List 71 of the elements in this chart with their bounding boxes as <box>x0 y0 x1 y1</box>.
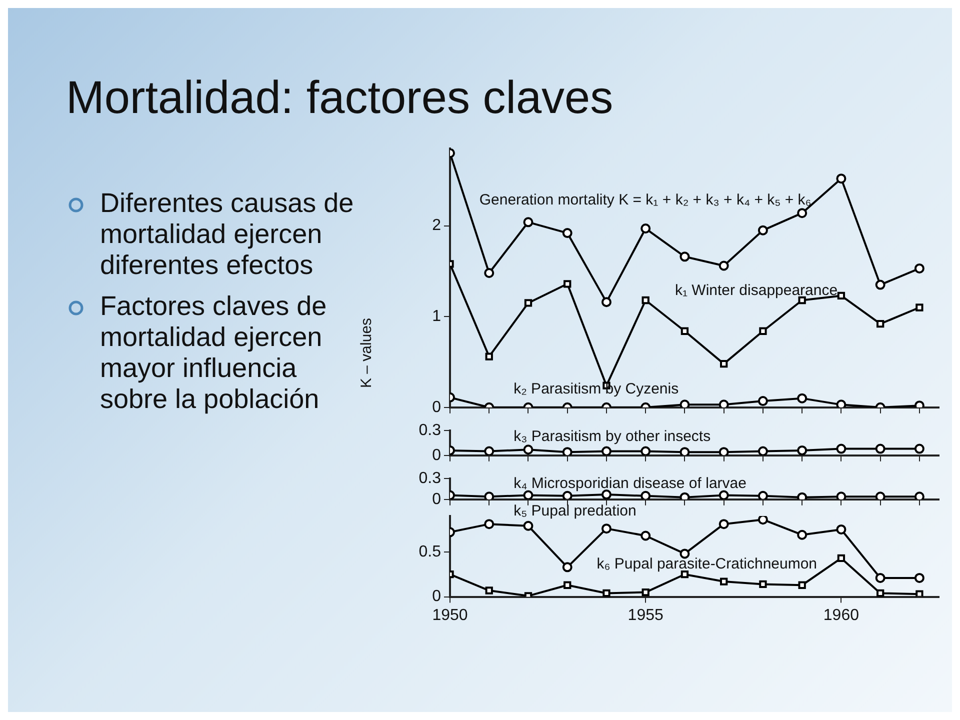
point <box>680 400 690 408</box>
y-tick-label: 0 <box>432 398 442 416</box>
point <box>876 589 884 597</box>
point <box>485 352 493 360</box>
point <box>680 252 690 262</box>
point <box>601 524 612 534</box>
point <box>640 224 651 234</box>
y-tick-label: 0 <box>432 446 442 464</box>
point <box>720 360 728 368</box>
point <box>642 296 650 304</box>
point <box>523 217 534 228</box>
y-tick-label: 0.5 <box>418 543 442 560</box>
point <box>759 327 767 335</box>
point <box>797 393 808 404</box>
point <box>837 554 846 562</box>
point <box>875 572 886 583</box>
point <box>758 225 768 236</box>
point <box>485 586 493 594</box>
y-tick-label: 0 <box>432 588 442 606</box>
point <box>640 530 651 541</box>
y-axis-title: K – values <box>358 318 375 388</box>
point <box>916 304 924 312</box>
point <box>718 260 729 271</box>
series-label: k₁ Winter disappearance <box>674 282 838 300</box>
point <box>484 268 494 278</box>
point <box>759 580 767 588</box>
point <box>484 519 494 530</box>
point <box>718 519 729 530</box>
point <box>523 520 534 531</box>
point <box>836 400 846 408</box>
point <box>758 516 768 525</box>
y-tick-label: 1 <box>432 308 442 325</box>
point <box>837 292 846 300</box>
chart-title: Mortalidad: factores claves <box>66 70 614 124</box>
point <box>564 280 572 288</box>
point <box>642 588 650 596</box>
point <box>797 208 808 218</box>
point <box>914 263 924 274</box>
series-label: k₃ Parasitism by other insects <box>514 428 711 445</box>
point <box>680 327 689 335</box>
text: Factores claves de mortalidad ejercen mayor influencia sobre la población <box>100 291 327 414</box>
point <box>758 396 768 406</box>
point <box>798 581 806 589</box>
point <box>601 297 612 308</box>
point <box>562 562 572 572</box>
y-tick-label: 0.3 <box>418 422 442 440</box>
series-label: Generation mortality K = k₁ + k₂ + k₃ + k₄ + k₅ + k₆ <box>479 192 812 208</box>
point <box>718 400 729 408</box>
point <box>602 589 610 597</box>
point <box>875 280 886 290</box>
point <box>797 530 808 540</box>
x-tick-label: 1950 <box>432 606 468 624</box>
series-label: k₅ Pupal predation <box>514 502 636 520</box>
series-label: k₆ Pupal parasite-Cratichneumon <box>596 556 818 573</box>
point <box>876 320 884 328</box>
point <box>564 581 572 589</box>
y-tick-label: 2 <box>432 217 442 234</box>
point <box>836 174 846 184</box>
y-tick-label: 0 <box>432 490 442 508</box>
x-tick-label: 1955 <box>628 606 664 624</box>
point <box>914 572 924 583</box>
point <box>720 578 728 586</box>
series-label: k₂ Parasitism by Cyzenis <box>514 380 679 398</box>
text: Diferentes causas de mortalidad ejercen diferentes efectos <box>100 188 355 281</box>
point <box>562 228 572 238</box>
y-tick-label: 0.3 <box>418 470 442 488</box>
point <box>524 299 532 307</box>
x-tick-label: 1960 <box>823 606 860 624</box>
point <box>916 590 924 597</box>
series-label: k₄ Microsporidian disease of larvae <box>514 474 746 492</box>
point <box>836 524 846 534</box>
